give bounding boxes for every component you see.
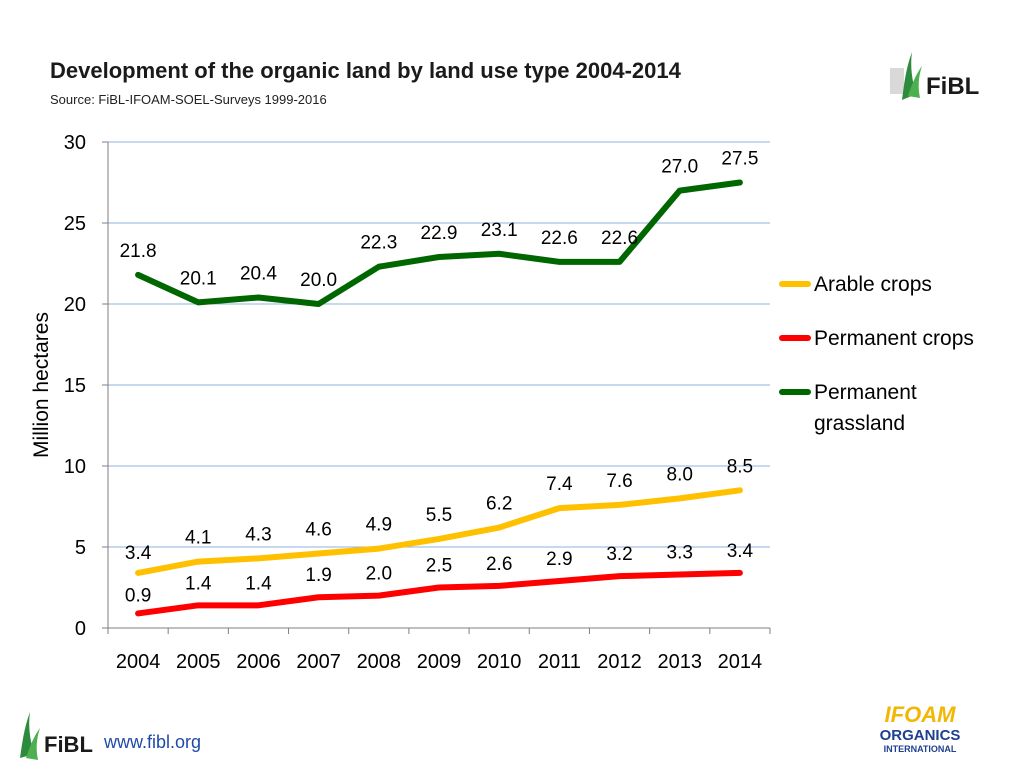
data-label-permanent-crops-2004: 0.9 xyxy=(125,585,151,606)
series-line-arable-crops xyxy=(135,487,743,576)
chart-title: Development of the organic land by land … xyxy=(50,58,681,83)
y-axis-title: Million hectares xyxy=(30,312,53,458)
data-label-permanent-crops-2009: 2.5 xyxy=(426,556,452,577)
data-label-permanent-grassland-2009: 22.9 xyxy=(421,223,458,244)
gridlines xyxy=(108,141,770,548)
legend: Arable crops Permanent crops Permanent gras… xyxy=(779,273,974,435)
fibl-logo-square xyxy=(890,68,904,94)
y-tick-label-30: 30 xyxy=(64,132,86,154)
fibl-logo-footer: FiBL xyxy=(20,712,93,760)
ifoam-logo-text: IFOAM xyxy=(885,702,957,727)
fibl-logo: FiBL xyxy=(890,52,979,100)
data-label-permanent-crops-2008: 2.0 xyxy=(366,564,392,585)
x-tick-label-2008: 2008 xyxy=(357,651,402,673)
y-tick-label-0: 0 xyxy=(75,618,86,640)
fibl-url-link[interactable]: www.fibl.org xyxy=(104,732,202,752)
x-tick-label-2005: 2005 xyxy=(176,651,221,673)
ifoam-international-text: INTERNATIONAL xyxy=(884,744,957,754)
legend-label-permanent-grassland-1: grassland xyxy=(814,412,905,435)
legend-label-arable-crops: Arable crops xyxy=(814,273,932,296)
chart-source: Source: FiBL-IFOAM-SOEL-Surveys 1999-201… xyxy=(50,92,327,107)
series-line-permanent-crops xyxy=(135,569,743,617)
fibl-logo-text: FiBL xyxy=(926,73,979,100)
x-tick-label-2007: 2007 xyxy=(296,651,341,673)
data-labels: 3.4 4.1 4.3 4.6 4.9 5.5 6.2 7.4 7.6 8.0 8.5 0.9 1.4 1… xyxy=(120,149,759,607)
y-tick-label-5: 5 xyxy=(75,537,86,559)
data-label-permanent-grassland-2012: 22.6 xyxy=(601,228,638,249)
x-tick-label-2014: 2014 xyxy=(718,651,763,673)
ifoam-organics-text: ORGANICS xyxy=(880,727,961,744)
data-label-permanent-crops-2010: 2.6 xyxy=(486,554,512,575)
y-tick-label-15: 15 xyxy=(64,375,86,397)
x-tick-label-2012: 2012 xyxy=(597,651,642,673)
x-tick-label-2009: 2009 xyxy=(417,651,462,673)
data-label-arable-crops-2009: 5.5 xyxy=(426,505,452,526)
x-tick-label-2013: 2013 xyxy=(657,651,702,673)
data-label-arable-crops-2006: 4.3 xyxy=(245,524,271,545)
data-label-permanent-crops-2014: 3.4 xyxy=(727,541,754,562)
data-label-arable-crops-2004: 3.4 xyxy=(125,543,152,564)
x-tick-label-2006: 2006 xyxy=(236,651,281,673)
data-label-arable-crops-2013: 8.0 xyxy=(667,464,693,485)
data-label-permanent-crops-2007: 1.9 xyxy=(305,565,331,586)
y-tick-label-25: 25 xyxy=(64,213,86,235)
legend-label-permanent-crops: Permanent crops xyxy=(814,327,974,350)
y-tick-label-10: 10 xyxy=(64,456,86,478)
x-tick-label-2004: 2004 xyxy=(116,651,161,673)
data-label-permanent-crops-2006: 1.4 xyxy=(245,573,272,594)
series-line-permanent-grassland xyxy=(135,179,743,307)
data-label-permanent-grassland-2008: 22.3 xyxy=(360,233,397,254)
fibl-leaf-icon-footer-2 xyxy=(26,728,40,760)
legend-label-permanent-grassland-0: Permanent xyxy=(814,381,917,404)
series-lines xyxy=(135,179,743,617)
data-label-arable-crops-2007: 4.6 xyxy=(305,519,331,540)
x-tick-label-2010: 2010 xyxy=(477,651,522,673)
axes: 0 5 10 15 20 25 30 2004 2005 2006 2007 2008 2009 2010… xyxy=(64,132,771,673)
data-label-permanent-crops-2013: 3.3 xyxy=(667,543,693,564)
fibl-logo-footer-text: FiBL xyxy=(44,732,93,757)
data-label-arable-crops-2010: 6.2 xyxy=(486,494,512,515)
x-tick-label-2011: 2011 xyxy=(538,651,581,673)
data-label-arable-crops-2011: 7.4 xyxy=(546,474,573,495)
data-label-permanent-grassland-2005: 20.1 xyxy=(180,268,217,289)
data-label-permanent-grassland-2014: 27.5 xyxy=(721,149,758,170)
data-label-permanent-crops-2012: 3.2 xyxy=(606,544,632,565)
data-label-permanent-crops-2011: 2.9 xyxy=(546,549,572,570)
data-label-permanent-grassland-2011: 22.6 xyxy=(541,228,578,249)
fibl-leaf-icon-2 xyxy=(908,66,922,98)
data-label-permanent-grassland-2007: 20.0 xyxy=(300,270,337,291)
y-tick-label-20: 20 xyxy=(64,294,86,316)
ifoam-logo: IFOAM ORGANICS INTERNATIONAL xyxy=(880,702,961,754)
data-label-permanent-grassland-2004: 21.8 xyxy=(120,241,157,262)
data-label-permanent-grassland-2010: 23.1 xyxy=(481,220,518,241)
data-label-arable-crops-2008: 4.9 xyxy=(366,515,392,536)
data-label-permanent-grassland-2013: 27.0 xyxy=(661,157,698,178)
data-label-arable-crops-2012: 7.6 xyxy=(606,471,632,492)
data-label-permanent-crops-2005: 1.4 xyxy=(185,573,212,594)
data-label-arable-crops-2005: 4.1 xyxy=(185,528,211,549)
data-label-permanent-grassland-2006: 20.4 xyxy=(240,264,277,285)
data-label-arable-crops-2014: 8.5 xyxy=(727,456,753,477)
